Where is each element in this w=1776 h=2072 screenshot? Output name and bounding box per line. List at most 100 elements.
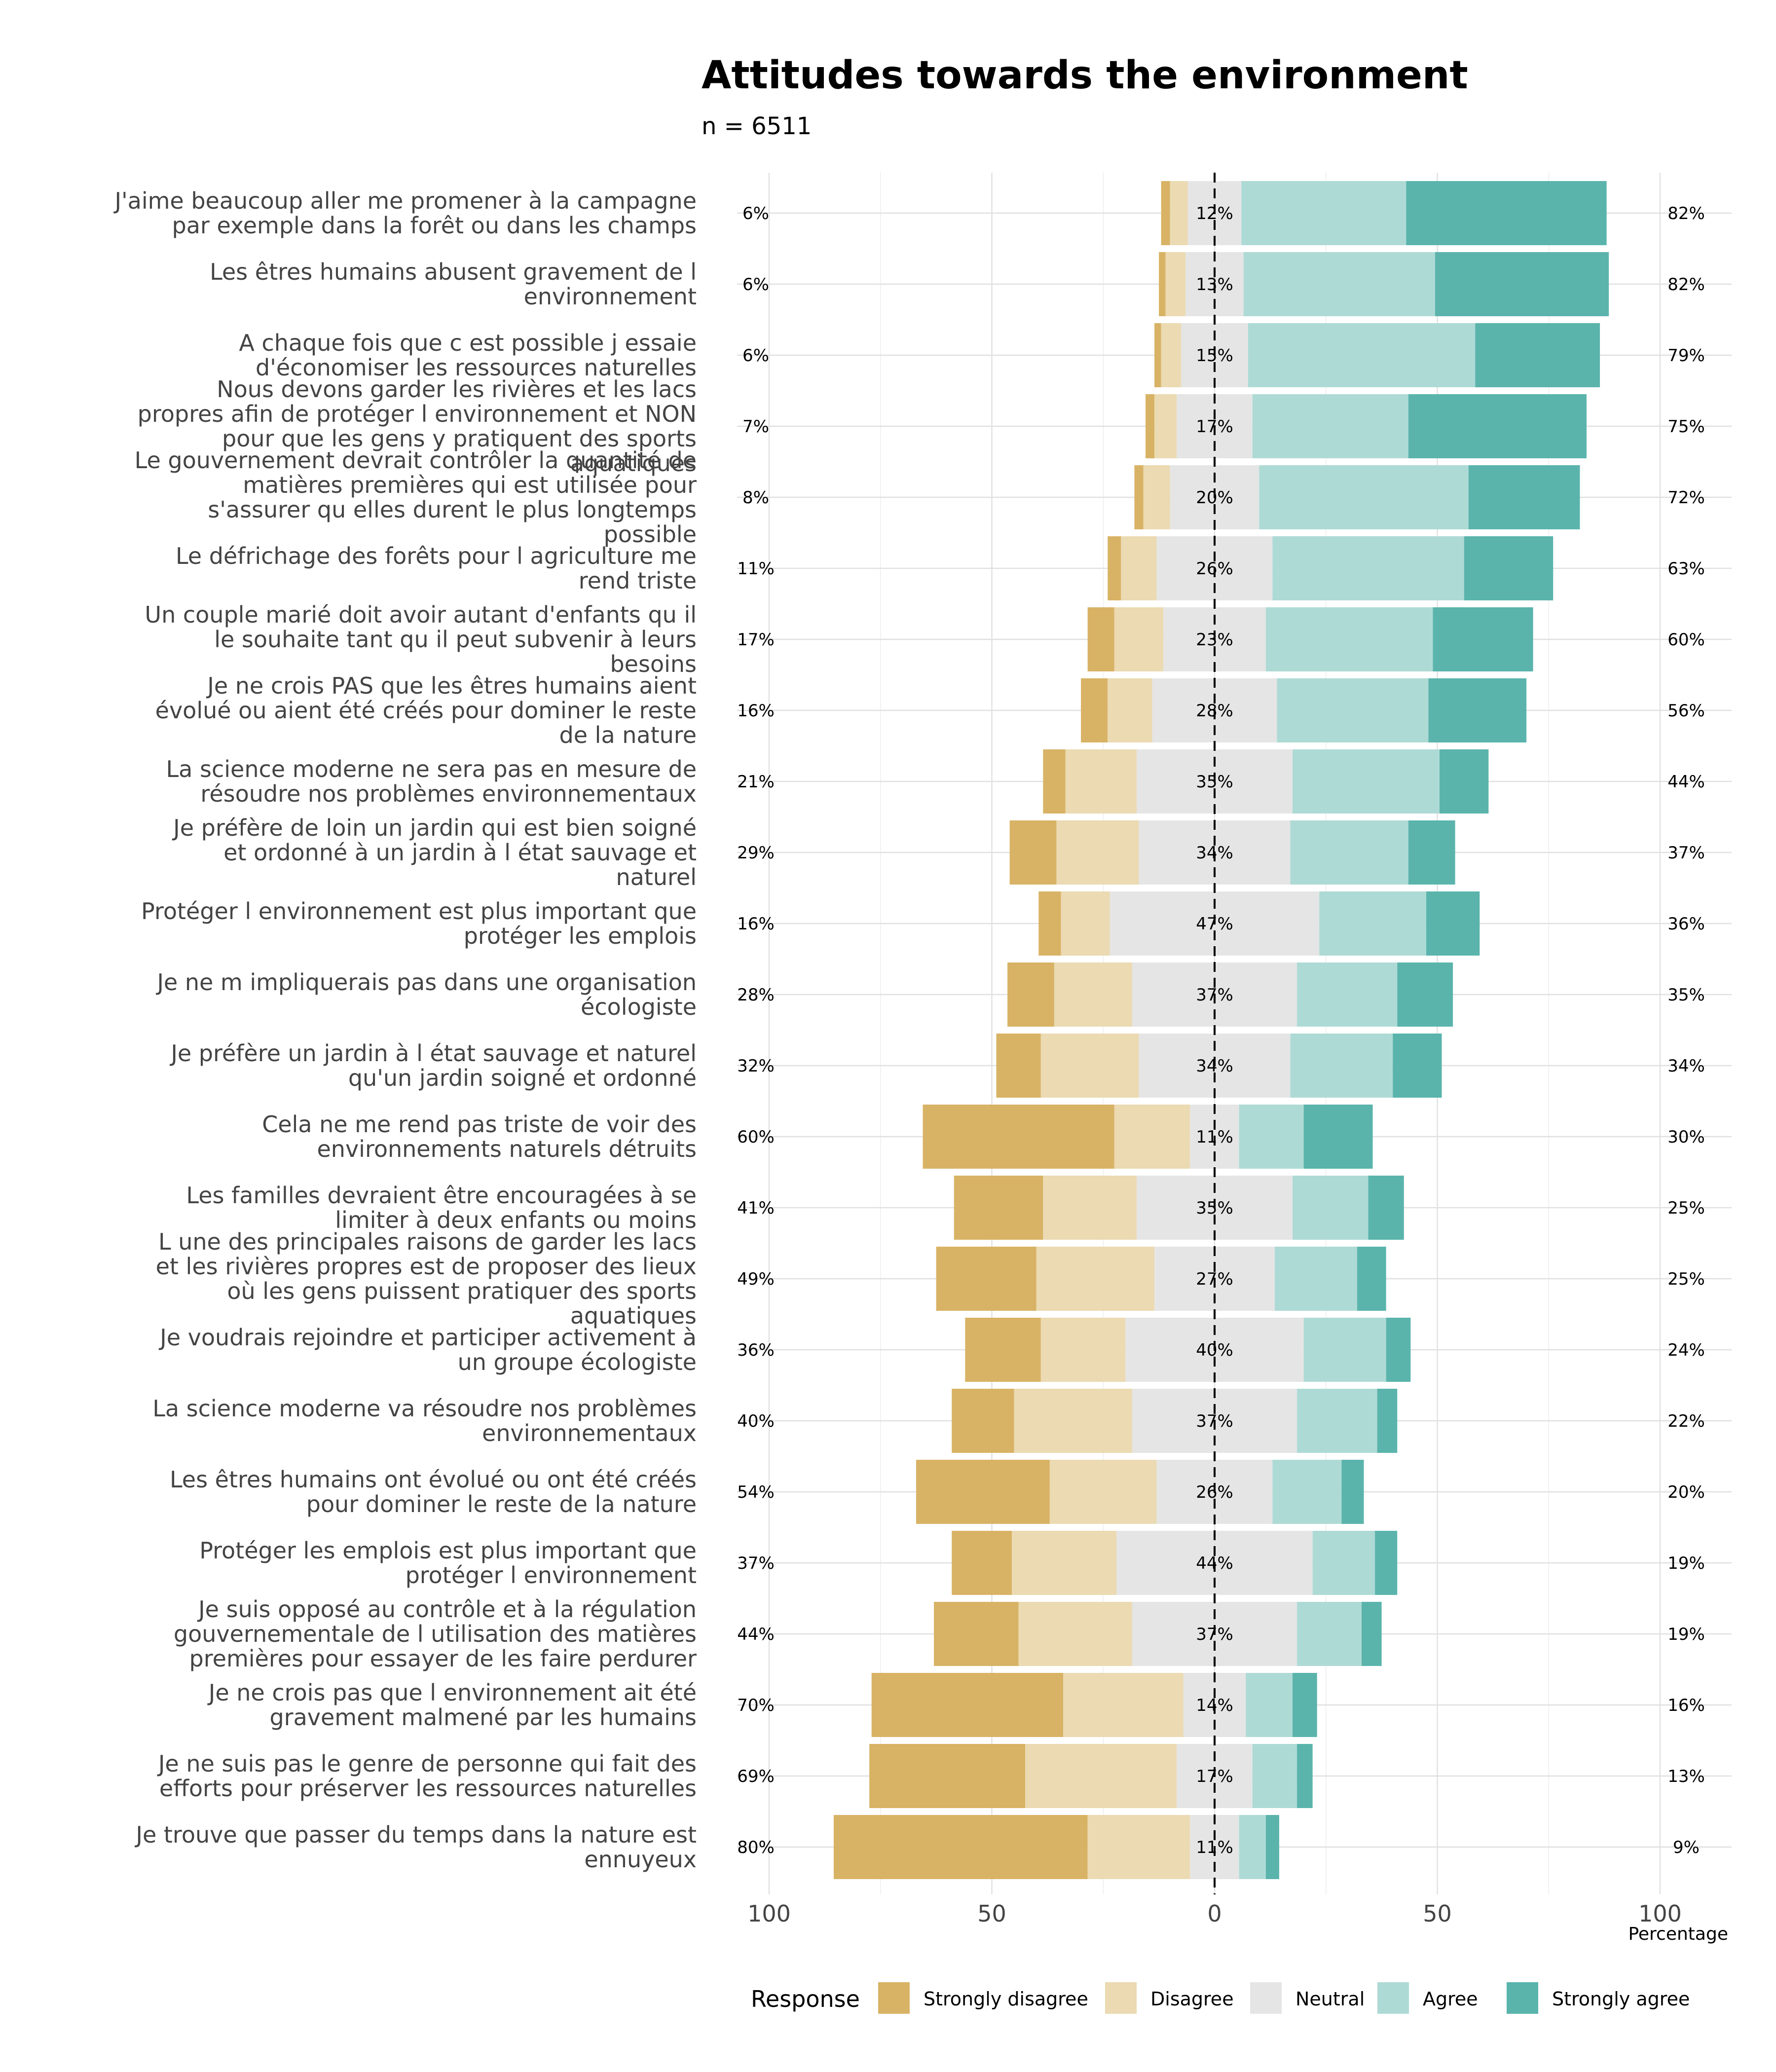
bar-agree (1312, 1531, 1375, 1595)
bar-agree (1246, 1673, 1293, 1737)
bar-strongly-agree (1435, 252, 1609, 316)
bar-strongly-agree (1375, 1531, 1398, 1595)
neutral-percent-label: 11% (1196, 1127, 1233, 1147)
right-percent-label: 20% (1667, 1482, 1705, 1502)
bar-disagree (1087, 1815, 1190, 1879)
bar-strongly-disagree (1154, 323, 1161, 387)
x-tick-label: 0 (1207, 1900, 1221, 1927)
right-percent-label: 30% (1667, 1127, 1705, 1147)
left-percent-label: 40% (737, 1411, 775, 1431)
bar-strongly-agree (1464, 536, 1554, 600)
left-percent-label: 6% (742, 204, 769, 223)
bar-agree (1272, 1460, 1342, 1524)
right-percent-label: 37% (1667, 843, 1705, 863)
left-percent-label: 21% (737, 772, 775, 792)
bar-agree (1252, 394, 1408, 458)
bar-disagree (1012, 1531, 1117, 1595)
bar-disagree (1025, 1744, 1177, 1808)
right-percent-label: 79% (1667, 346, 1705, 366)
item-label: Les familles devraient être encouragées … (186, 1182, 697, 1233)
right-percent-label: 22% (1667, 1411, 1705, 1431)
legend-swatch (1377, 1982, 1409, 2014)
bar-strongly-agree (1408, 394, 1587, 458)
item-label: Protéger les emplois est plus important … (199, 1537, 697, 1589)
bar-strongly-disagree (1038, 891, 1061, 956)
legend-swatch (1105, 1982, 1137, 2014)
item-label: L une des principales raisons de garder … (156, 1228, 697, 1329)
bar-disagree (1170, 181, 1188, 245)
item-label: Le défrichage des forêts pour l agricult… (176, 543, 697, 594)
bar-disagree (1114, 1105, 1190, 1169)
bar-disagree (1018, 1602, 1132, 1666)
left-percent-label: 60% (737, 1127, 775, 1147)
right-percent-label: 16% (1667, 1696, 1705, 1715)
neutral-percent-label: 40% (1196, 1340, 1233, 1360)
item-label: Nous devons garder les rivières et les l… (138, 376, 697, 477)
chart-subtitle: n = 6511 (702, 112, 812, 140)
bar-disagree (1040, 1318, 1126, 1382)
bar-agree (1272, 536, 1464, 600)
x-tick-label: 50 (1423, 1900, 1452, 1927)
neutral-percent-label: 14% (1196, 1696, 1233, 1715)
bar-agree (1303, 1318, 1386, 1382)
neutral-percent-label: 12% (1196, 204, 1233, 223)
item-label: A chaque fois que c est possible j essai… (239, 330, 697, 381)
right-percent-label: 82% (1667, 204, 1705, 223)
item-label: Protéger l environnement est plus import… (141, 898, 697, 949)
bar-strongly-agree (1475, 323, 1600, 387)
right-percent-label: 56% (1667, 701, 1705, 721)
left-percent-label: 28% (737, 985, 775, 1005)
bar-disagree (1065, 749, 1137, 814)
bar-strongly-disagree (1081, 678, 1108, 742)
bar-agree (1259, 465, 1469, 529)
bar-strongly-disagree (871, 1673, 1063, 1737)
bar-strongly-disagree (833, 1815, 1088, 1879)
bar-agree (1319, 891, 1426, 956)
right-percent-label: 34% (1667, 1056, 1705, 1076)
bar-disagree (1040, 1034, 1139, 1098)
right-percent-label: 63% (1667, 559, 1705, 579)
left-percent-label: 6% (742, 346, 769, 366)
item-label: Je préfère de loin un jardin qui est bie… (172, 814, 697, 890)
legend-title: Response (751, 1986, 860, 2012)
legend-swatch (878, 1982, 910, 2014)
chart-title: Attitudes towards the environment (702, 53, 1468, 98)
item-label: Je voudrais rejoindre et participer acti… (158, 1324, 697, 1375)
bar-strongly-agree (1357, 1247, 1386, 1311)
bar-strongly-disagree (952, 1531, 1012, 1595)
left-percent-label: 11% (737, 559, 775, 579)
neutral-percent-label: 34% (1196, 843, 1233, 863)
bar-strongly-agree (1368, 1176, 1404, 1240)
bar-disagree (1036, 1247, 1155, 1311)
legend-swatch (1250, 1982, 1282, 2014)
bar-agree (1290, 1034, 1393, 1098)
bar-strongly-disagree (1161, 181, 1170, 245)
item-label: Le gouvernement devrait contrôler la qua… (135, 447, 697, 548)
neutral-percent-label: 44% (1196, 1554, 1233, 1573)
bar-strongly-agree (1397, 962, 1453, 1027)
left-percent-label: 8% (742, 488, 769, 508)
bar-strongly-disagree (923, 1105, 1114, 1169)
neutral-percent-label: 28% (1196, 701, 1233, 721)
neutral-percent-label: 34% (1196, 1056, 1233, 1076)
right-percent-label: 13% (1667, 1767, 1705, 1786)
neutral-percent-label: 37% (1196, 1411, 1233, 1431)
bar-strongly-agree (1433, 607, 1533, 671)
bar-strongly-disagree (996, 1034, 1041, 1098)
left-percent-label: 17% (737, 630, 775, 650)
neutral-percent-label: 37% (1196, 1625, 1233, 1644)
neutral-percent-label: 35% (1196, 772, 1233, 792)
item-label: Les êtres humains ont évolué ou ont été … (170, 1466, 697, 1517)
right-percent-label: 60% (1667, 630, 1705, 650)
left-percent-label: 29% (737, 843, 775, 863)
neutral-percent-label: 26% (1196, 559, 1233, 579)
right-percent-label: 72% (1667, 488, 1705, 508)
bar-disagree (1161, 323, 1182, 387)
bar-agree (1241, 181, 1406, 245)
left-percent-label: 16% (737, 701, 775, 721)
bar-strongly-disagree (934, 1602, 1019, 1666)
bar-disagree (1061, 891, 1110, 956)
x-tick-label: 100 (747, 1900, 791, 1927)
bar-agree (1265, 607, 1433, 671)
